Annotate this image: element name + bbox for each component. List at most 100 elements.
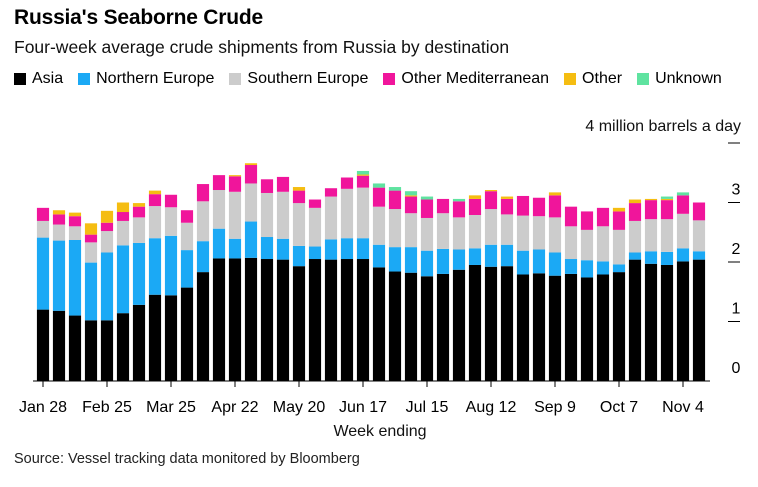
bar-asia-13 [244, 257, 258, 381]
bar-southern-europe-39 [660, 219, 674, 252]
bar-other-mediterranean-40 [676, 195, 690, 214]
bar-asia-20 [356, 259, 370, 381]
bar-northern-europe-14 [260, 237, 274, 260]
source-note: Source: Vessel tracking data monitored b… [14, 451, 360, 467]
bar-other-mediterranean-12 [228, 176, 242, 192]
bar-asia-23 [404, 272, 418, 381]
bar-southern-europe-26 [452, 217, 466, 250]
y-tick-label-3: 3 [732, 182, 741, 199]
bar-unknown-20 [356, 170, 370, 175]
bar-other-37 [628, 199, 642, 204]
bar-southern-europe-3 [84, 242, 98, 263]
bar-other-mediterranean-30 [516, 195, 530, 216]
bar-other-4 [100, 210, 114, 223]
bar-southern-europe-36 [612, 229, 626, 265]
legend-swatch-unknown [637, 72, 650, 85]
bar-asia-34 [580, 277, 594, 381]
legend-swatch-asia [14, 72, 26, 85]
bar-other-mediterranean-15 [276, 176, 290, 192]
bar-other-mediterranean-36 [612, 211, 626, 230]
bar-northern-europe-39 [660, 251, 674, 265]
bar-northern-europe-18 [324, 239, 338, 260]
legend-swatch-other-mediterranean [383, 72, 396, 85]
bar-northern-europe-32 [548, 252, 562, 276]
bar-other-mediterranean-10 [196, 184, 210, 202]
bar-asia-2 [68, 315, 82, 381]
bar-northern-europe-15 [276, 238, 290, 260]
bar-other-mediterranean-25 [436, 198, 450, 214]
bar-other-mediterranean-39 [660, 200, 674, 220]
bar-northern-europe-8 [164, 235, 178, 296]
bar-asia-21 [372, 267, 386, 381]
legend-item-asia: Asia [14, 68, 63, 89]
bar-unknown-40 [676, 192, 690, 196]
bar-southern-europe-35 [596, 226, 610, 262]
bar-asia-39 [660, 264, 674, 381]
bar-asia-4 [100, 320, 114, 381]
bar-other-mediterranean-26 [452, 201, 466, 218]
chart-title: Russia's Seaborne Crude [14, 6, 263, 29]
bar-asia-14 [260, 259, 274, 381]
bar-northern-europe-16 [292, 245, 306, 267]
bar-other-23 [404, 195, 418, 197]
bar-other-27 [468, 195, 482, 199]
bar-other-3 [84, 223, 98, 235]
bar-southern-europe-38 [644, 219, 658, 252]
x-tick-label-mar-25: Mar 25 [146, 399, 196, 416]
bar-southern-europe-16 [292, 203, 306, 246]
x-tick-label-apr-22: Apr 22 [211, 399, 258, 416]
bar-northern-europe-37 [628, 252, 642, 260]
bar-asia-17 [308, 259, 322, 381]
bar-other-mediterranean-24 [420, 199, 434, 218]
bar-unknown-39 [660, 196, 674, 199]
bar-asia-3 [84, 320, 98, 381]
bar-southern-europe-32 [548, 217, 562, 253]
bar-other-mediterranean-8 [164, 194, 178, 208]
bar-southern-europe-2 [68, 226, 82, 240]
bar-northern-europe-0 [36, 237, 50, 310]
bar-northern-europe-41 [692, 251, 706, 260]
bar-southern-europe-5 [116, 220, 130, 246]
bar-other-mediterranean-22 [388, 190, 402, 210]
bar-southern-europe-17 [308, 207, 322, 247]
x-tick-label-jun-17: Jun 17 [339, 399, 387, 416]
bar-southern-europe-13 [244, 183, 258, 222]
bar-asia-28 [484, 266, 498, 381]
bar-other-20 [356, 174, 370, 176]
bar-other-mediterranean-6 [132, 206, 146, 218]
bar-southern-europe-15 [276, 191, 290, 239]
bar-southern-europe-8 [164, 207, 178, 236]
bar-southern-europe-10 [196, 201, 210, 242]
bar-other-38 [644, 198, 658, 201]
bar-southern-europe-9 [180, 222, 194, 251]
bar-asia-0 [36, 309, 50, 381]
y-tick-label-0: 0 [732, 360, 741, 377]
bar-other-39 [660, 198, 674, 201]
bar-other-mediterranean-27 [468, 198, 482, 215]
bar-southern-europe-30 [516, 215, 530, 251]
bar-northern-europe-3 [84, 262, 98, 321]
bar-other-mediterranean-38 [644, 200, 658, 220]
bar-asia-37 [628, 259, 642, 381]
bar-southern-europe-34 [580, 229, 594, 261]
bar-southern-europe-6 [132, 217, 146, 243]
bar-northern-europe-9 [180, 250, 194, 288]
bar-other-mediterranean-11 [212, 175, 226, 191]
bar-other-28 [484, 190, 498, 192]
bar-southern-europe-22 [388, 209, 402, 248]
x-tick-label-nov-4: Nov 4 [662, 399, 704, 416]
x-tick-label-aug-12: Aug 12 [466, 399, 517, 416]
bar-other-mediterranean-13 [244, 165, 258, 184]
bar-other-mediterranean-19 [340, 177, 354, 189]
bar-northern-europe-28 [484, 244, 498, 267]
legend-item-northern-europe: Northern Europe [78, 68, 214, 89]
bar-northern-europe-13 [244, 221, 258, 258]
bar-other-mediterranean-7 [148, 194, 162, 207]
legend-swatch-southern-europe [229, 72, 242, 85]
bar-northern-europe-24 [420, 250, 434, 277]
bar-unknown-23 [404, 191, 418, 196]
legend-item-southern-europe: Southern Europe [229, 68, 368, 89]
bar-northern-europe-36 [612, 264, 626, 273]
bar-other-mediterranean-31 [532, 197, 546, 217]
